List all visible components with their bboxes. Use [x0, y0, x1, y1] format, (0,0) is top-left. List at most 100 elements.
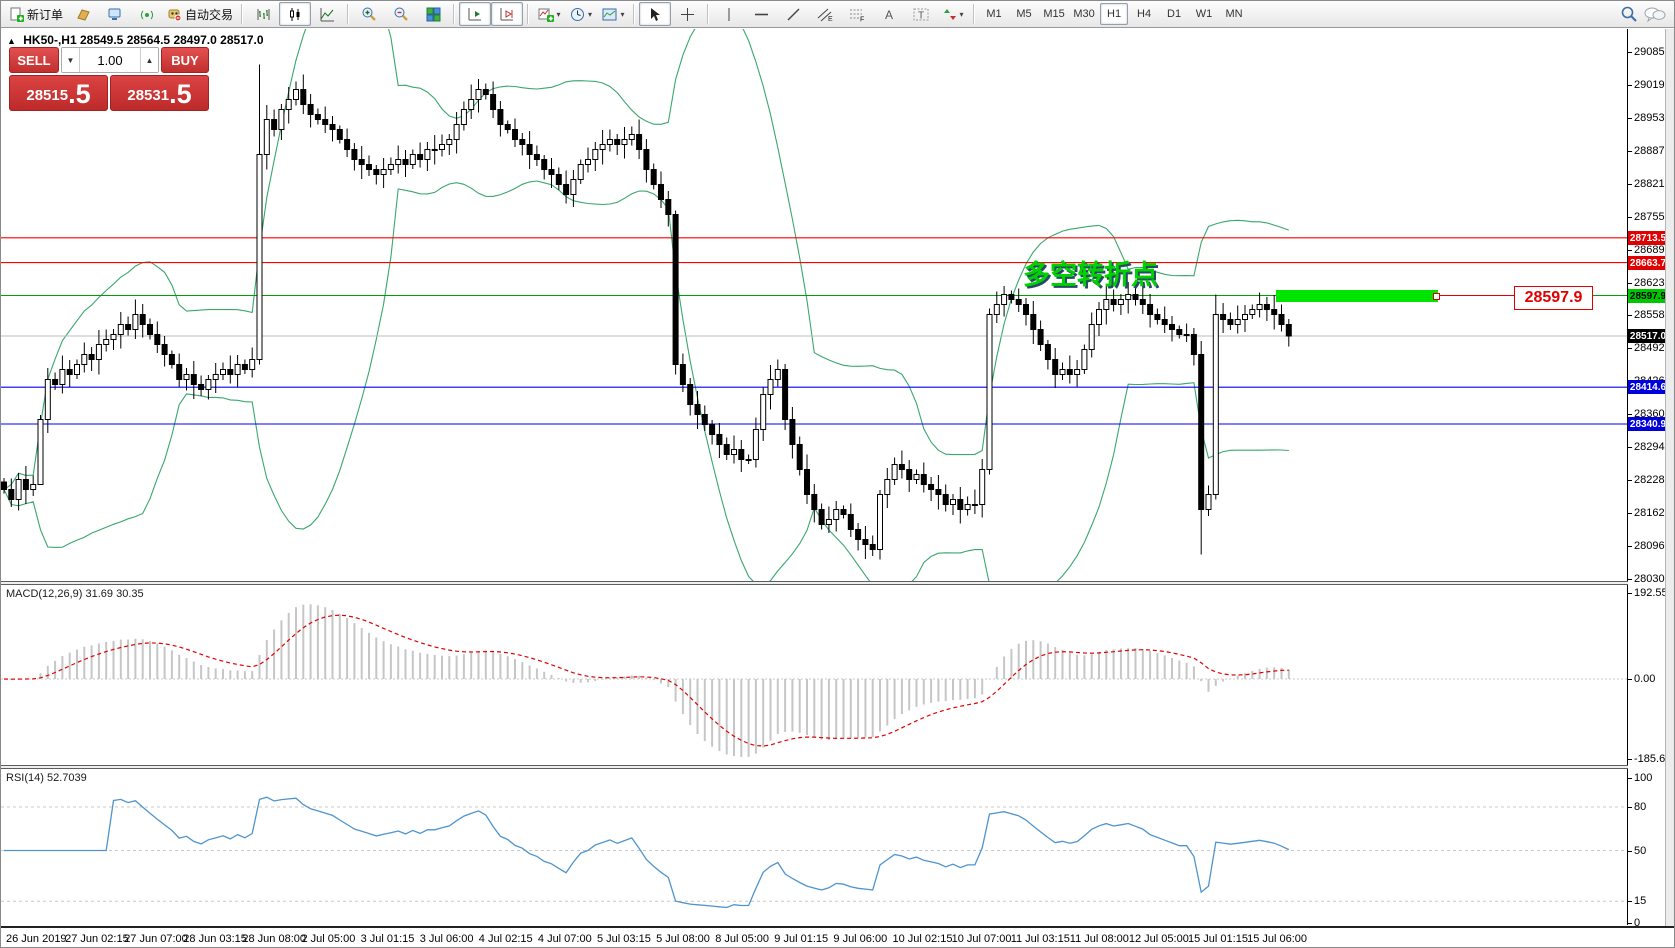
zoom-in-button[interactable] [353, 2, 385, 26]
arrows-icon [943, 7, 957, 22]
new-order-button[interactable]: 新订单 [5, 2, 67, 26]
autoscroll-button[interactable] [459, 2, 492, 26]
text-button[interactable]: A [873, 2, 905, 26]
timeframe-button-h4[interactable]: H4 [1137, 8, 1152, 20]
price-level-tag[interactable]: 28663.7 [1628, 256, 1668, 270]
terminal-button[interactable] [99, 2, 131, 26]
chat-icon[interactable] [1644, 6, 1666, 23]
price-tick-label: 28030.5 [1634, 573, 1674, 585]
axis-tick-mark [1628, 593, 1632, 594]
crosshair-button[interactable] [671, 2, 703, 26]
collapse-triangle-icon[interactable]: ▲ [7, 36, 16, 46]
time-axis-label: 12 Jul 05:00 [1128, 933, 1189, 945]
rsi-value: 52.7039 [46, 772, 87, 784]
callout-handle[interactable] [1433, 293, 1440, 300]
highlight-rectangle[interactable] [1276, 290, 1438, 302]
vertical-line-button[interactable] [713, 2, 745, 26]
callout-connector-line [1438, 295, 1514, 296]
axis-tick-mark [1628, 851, 1632, 852]
search-icon[interactable] [1620, 5, 1638, 23]
fibonacci-button[interactable]: F [841, 2, 873, 26]
timeframe-button-h1[interactable]: H1 [1100, 3, 1129, 25]
sell-price-display[interactable]: 28515.5 [9, 75, 108, 111]
main-chart-panel[interactable]: ▲ HK50-,H1 28549.5 28564.5 28497.0 28517… [1, 29, 1628, 581]
price-tick-label: 28294.5 [1634, 441, 1674, 453]
macd-panel[interactable]: MACD(12,26,9) 31.69 30.35 [1, 585, 1628, 765]
axis-tick-mark [1628, 184, 1632, 185]
sell-price-main: 28515 [26, 87, 69, 104]
template-icon [602, 7, 618, 22]
text-label-icon: T [913, 7, 929, 22]
rsi-axis-label: 0 [1634, 917, 1641, 929]
buy-button[interactable]: BUY [161, 47, 209, 73]
line-chart-button[interactable] [311, 2, 343, 26]
time-axis-label: 10 Jul 02:15 [892, 933, 953, 945]
timeframe-button-d1[interactable]: D1 [1167, 8, 1182, 20]
rsi-canvas [1, 796, 1627, 909]
axis-tick-mark [1628, 250, 1632, 251]
timeframe-button-mn[interactable]: MN [1225, 8, 1243, 20]
price-level-tag[interactable]: 28713.5 [1628, 231, 1668, 245]
sell-button[interactable]: SELL [9, 47, 59, 73]
toolbar-separator [973, 4, 976, 24]
rsi-panel[interactable]: RSI(14) 52.7039 [1, 769, 1628, 925]
price-tick-label: 28492.5 [1634, 342, 1674, 354]
indicators-button[interactable]: ▾ [533, 2, 565, 26]
axis-tick-mark [1628, 348, 1632, 349]
time-axis-label: 9 Jul 06:00 [833, 933, 888, 945]
periods-button[interactable]: ▾ [565, 2, 597, 26]
toolbar-separator [453, 4, 456, 24]
main-chart-canvas[interactable] [1, 29, 1627, 581]
tile-windows-button[interactable] [417, 2, 449, 26]
rsi-axis-label: 80 [1634, 801, 1647, 813]
time-axis-label: 28 Jun 03:15 [183, 933, 247, 945]
volume-input[interactable] [80, 48, 140, 72]
profiles-button[interactable] [67, 2, 99, 26]
open-value: 28549.5 [79, 33, 124, 47]
price-level-tag[interactable]: 28517.0 [1628, 329, 1668, 343]
candlestick-chart-icon [288, 7, 303, 22]
candlestick-chart-button[interactable] [279, 2, 312, 26]
timeframe-button-m1[interactable]: M1 [986, 8, 1002, 20]
price-level-tag[interactable]: 28597.9 [1628, 289, 1668, 303]
templates-button[interactable]: ▾ [597, 2, 629, 26]
axis-tick-mark [1628, 283, 1632, 284]
timeframe-group: M1 M5 M15 M30 H1 H4 D1 W1 MN [979, 3, 1249, 25]
trendline-button[interactable] [777, 2, 809, 26]
chevron-down-icon: ▾ [588, 9, 593, 19]
autotrading-button[interactable]: 自动交易 [163, 2, 237, 26]
timeframe-button-m30[interactable]: M30 [1073, 8, 1095, 20]
price-tick-label: 28755.0 [1634, 211, 1674, 223]
volume-increase-button[interactable]: ▲ [140, 48, 158, 72]
channel-button[interactable]: E [809, 2, 841, 26]
price-level-tag[interactable]: 28340.9 [1628, 417, 1668, 431]
macd-axis-label: 0.00 [1634, 673, 1656, 685]
timeframe-button-m15[interactable]: M15 [1043, 8, 1065, 20]
arrows-button[interactable]: ▾ [937, 2, 969, 26]
panel-separator[interactable] [1, 581, 1674, 585]
zoom-out-button[interactable] [385, 2, 417, 26]
bar-chart-button[interactable] [247, 2, 279, 26]
turning-point-annotation[interactable]: 多空转折点 [1023, 260, 1158, 290]
axis-tick-mark [1628, 85, 1632, 86]
volume-decrease-button[interactable]: ▼ [62, 48, 80, 72]
axis-tick-mark [1628, 759, 1632, 760]
price-callout-box[interactable]: 28597.9 [1514, 286, 1593, 310]
time-axis[interactable]: 26 Jun 2019 27 Jun 02:15 27 Jun 07:00 28 Ju… [1, 926, 1674, 947]
text-label-button[interactable]: T [905, 2, 937, 26]
buy-price-display[interactable]: 28531.5 [110, 75, 209, 111]
price-axis[interactable]: 29085.0 29019.0 28953.0 28887.0 28821.0 28755… [1628, 29, 1674, 929]
horizontal-line-button[interactable] [745, 2, 777, 26]
timeframe-button-w1[interactable]: W1 [1195, 8, 1213, 20]
timeframe-button-m5[interactable]: M5 [1016, 8, 1032, 20]
chart-shift-button[interactable] [491, 2, 524, 26]
main-toolbar: 新订单 自动交易 ▾ ▾ ▾ E F A T ▾ [1, 1, 1674, 28]
axis-tick-mark [1628, 480, 1632, 481]
price-level-tag[interactable]: 28414.6 [1628, 380, 1668, 394]
panel-separator[interactable] [1, 765, 1674, 769]
volume-spinner: ▼ ▲ [61, 47, 159, 73]
macd-label: MACD(12,26,9) 31.69 30.35 [6, 588, 144, 600]
signals-button[interactable] [131, 2, 163, 26]
cursor-button[interactable] [639, 2, 672, 26]
